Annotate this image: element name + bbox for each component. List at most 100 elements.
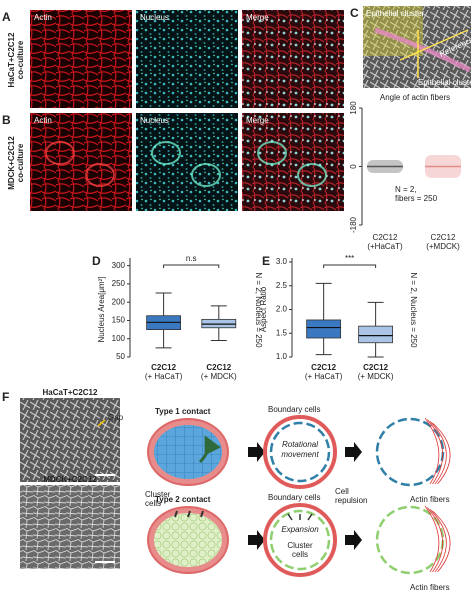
x-tick-label: C2C12 — [311, 363, 336, 372]
fiber — [374, 27, 472, 73]
inner-ring — [269, 509, 331, 571]
inner-ring — [375, 417, 445, 487]
y-tick-label: 0 — [349, 164, 358, 169]
image-label: Epithelial cluster — [366, 9, 425, 18]
annotation: fibers = 250 — [395, 194, 438, 203]
y-tick-label: -180 — [349, 216, 358, 233]
boundary-ring — [263, 503, 337, 577]
nucleus-outline — [297, 163, 327, 187]
nucleus-outline — [151, 141, 181, 165]
micrograph — [20, 398, 120, 482]
actin-fiber — [429, 421, 447, 485]
nucleus-outline — [257, 141, 287, 165]
chart-title: Angle of actin fibers — [380, 93, 450, 102]
row-label: co-culture — [16, 40, 25, 79]
y-tick-label: 200 — [112, 297, 126, 306]
actin-fiber — [432, 510, 451, 573]
x-tick-label: C2C12 — [151, 363, 176, 372]
annotation: repulsion — [335, 496, 367, 505]
x-tick-label: (+ HaCaT) — [145, 372, 183, 381]
annotation: cells — [145, 499, 161, 508]
cluster-inner — [154, 425, 222, 479]
annotation: Expansion — [281, 525, 319, 534]
row-label: HaCaT+C2C12 — [7, 32, 16, 87]
actin-fiber — [432, 422, 451, 485]
annotation: Cluster — [145, 490, 171, 499]
diagram-title: Type 1 contact — [155, 407, 211, 416]
actin-fiber — [427, 507, 444, 573]
y-tick-label: 250 — [112, 279, 126, 288]
block-arrow — [248, 530, 265, 550]
annotation: N = 2, — [395, 185, 417, 194]
inner-ring — [375, 505, 445, 575]
annotation: N = 2, Nucleus = 250 — [409, 272, 418, 348]
annotation: Rotational — [282, 440, 318, 449]
y-tick-label: 2.0 — [276, 305, 288, 314]
actin-fiber — [424, 417, 440, 485]
column-label: Nucleus — [140, 13, 169, 22]
annotation: Cell — [335, 487, 349, 496]
annotation: movement — [281, 450, 319, 459]
bracket — [163, 264, 220, 268]
cluster-inner — [154, 513, 222, 567]
significance: n.s — [186, 254, 197, 263]
panel-label: C — [350, 6, 359, 20]
micrograph — [20, 485, 120, 569]
annotation: Actin fibers — [410, 583, 450, 592]
panel-label: E — [262, 254, 270, 268]
rotation-arrow — [198, 435, 221, 464]
y-tick-label: 2.5 — [276, 281, 288, 290]
block-arrow — [345, 442, 362, 462]
contact-mark — [307, 513, 313, 521]
micrograph — [242, 113, 344, 211]
x-tick-label: (+ MDCK) — [201, 372, 237, 381]
panel-label: F — [2, 390, 9, 404]
y-tick-label: 300 — [112, 261, 126, 270]
box — [358, 325, 394, 344]
nucleus-outline — [191, 163, 221, 187]
annotation: Boundary cells — [268, 405, 320, 414]
x-tick-label: C2C12 — [206, 363, 231, 372]
y-tick-label: 1.5 — [276, 328, 288, 337]
column-label: Actin — [34, 13, 52, 22]
y-tick-label: 1.0 — [276, 352, 288, 361]
contact-mark — [287, 513, 293, 521]
box — [306, 319, 342, 339]
micrograph — [30, 10, 132, 108]
column-label: Nucleus — [140, 116, 169, 125]
column-label: Merge — [246, 13, 269, 22]
actin-fiber — [424, 505, 440, 573]
micrograph — [242, 10, 344, 108]
actin-fiber — [427, 419, 444, 485]
significance: *** — [345, 254, 354, 263]
nucleus-outline — [45, 141, 75, 165]
bracket — [323, 264, 377, 268]
y-tick-label: 180 — [349, 101, 358, 115]
boundary-ring — [263, 415, 337, 489]
row-label: co-culture — [16, 143, 25, 182]
x-tick-label: (+HaCaT) — [367, 242, 403, 251]
image-title: HaCaT+C2C12 — [43, 388, 98, 397]
y-tick-label: 3.0 — [276, 257, 288, 266]
contact-mark — [174, 510, 178, 518]
actin-fiber — [429, 509, 447, 573]
block-arrow — [248, 442, 265, 462]
image-label: Epithelial cluster — [418, 78, 474, 87]
y-tick-label: 50 — [116, 352, 125, 361]
panel-label: A — [2, 10, 11, 24]
annotation: Actin fibers — [410, 495, 450, 504]
nucleus-outline — [85, 163, 115, 187]
annotation: Boundary cells — [268, 493, 320, 502]
overlay — [363, 6, 423, 56]
block-arrow — [345, 530, 362, 550]
diagram-title: Type 2 contact — [155, 495, 211, 504]
y-tick-label: 100 — [112, 334, 126, 343]
x-tick-label: (+ HaCaT) — [305, 372, 343, 381]
contact-mark — [200, 510, 204, 518]
micrograph — [30, 113, 132, 211]
contact-mark — [187, 510, 191, 518]
annotation: Cluster — [287, 541, 313, 550]
annotation: cells — [292, 550, 308, 559]
annotation: Gap — [108, 413, 124, 422]
x-tick-label: (+MDCK) — [426, 242, 460, 251]
